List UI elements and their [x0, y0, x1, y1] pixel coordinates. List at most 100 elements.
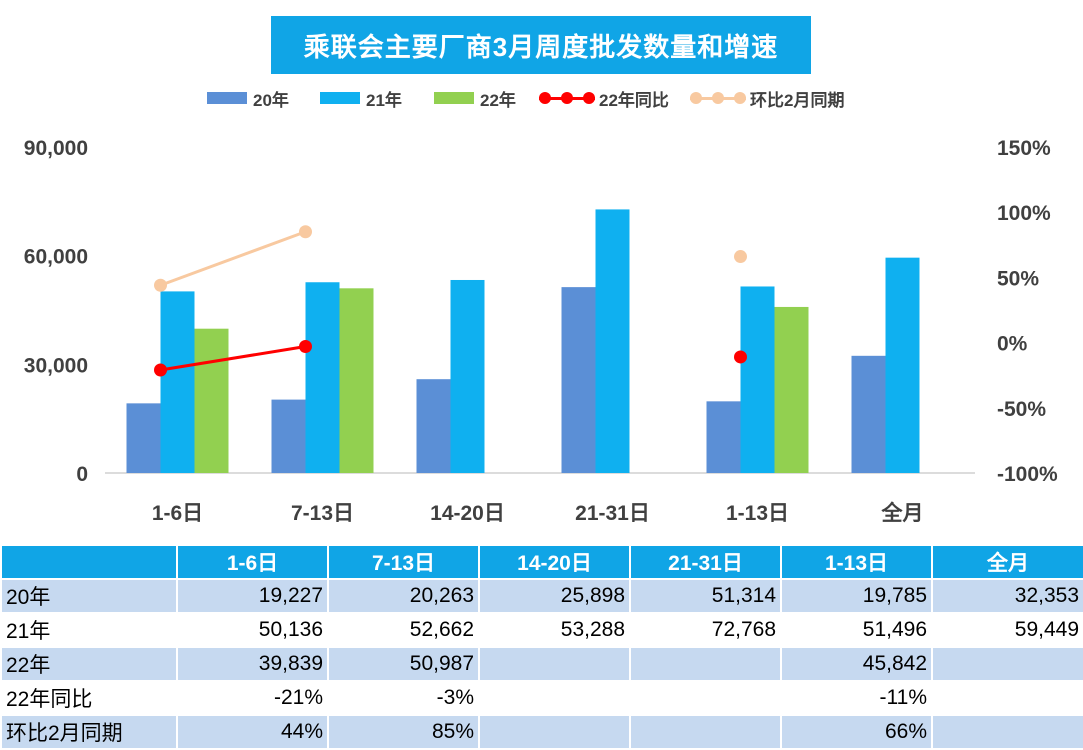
bar-21年: [885, 257, 920, 473]
bar-22年: [774, 306, 809, 473]
table-cell: [478, 646, 631, 682]
table-cell: 72,768: [629, 612, 782, 648]
y-left-tick-label: 60,000: [24, 246, 88, 269]
table-row: 环比2月同期 44% 85% 66%: [0, 714, 1083, 750]
y-right-tick-label: 150%: [997, 137, 1051, 160]
y-left-tick-label: 30,000: [24, 354, 88, 377]
table-header-cell: 全月: [931, 544, 1083, 580]
bar-21年: [595, 209, 630, 473]
y-right-tick-label: 100%: [997, 202, 1051, 225]
table-cell: 25,898: [478, 578, 631, 614]
table-row: 20年 19,227 20,263 25,898 51,314 19,785 3…: [0, 578, 1083, 614]
table-row: 21年 50,136 52,662 53,288 72,768 51,496 5…: [0, 612, 1083, 648]
chart-title: 乘联会主要厂商3月周度批发数量和增速: [271, 16, 811, 74]
bar-22年: [194, 328, 229, 473]
table-cell: -3%: [327, 680, 480, 716]
table-cell: 66%: [780, 714, 933, 750]
table-row-label: 22年: [0, 646, 178, 682]
bar-21年: [450, 279, 485, 473]
table-cell: [931, 714, 1083, 750]
legend-swatch-20: [207, 92, 247, 104]
point-22年同比: [299, 340, 312, 354]
table-header-row: 1-6日 7-13日 14-20日 21-31日 1-13日 全月: [0, 544, 1083, 580]
table-cell: 39,839: [176, 646, 329, 682]
table-cell: 32,353: [931, 578, 1083, 614]
table-cell: 44%: [176, 714, 329, 750]
y-right-tick-label: 0%: [997, 333, 1028, 356]
table-header-cell: 7-13日: [327, 544, 480, 580]
legend-label-21: 21年: [366, 90, 402, 110]
legend-line-mom: [690, 90, 746, 106]
bar-21年: [305, 282, 340, 473]
x-tick-label: 1-13日: [726, 502, 789, 525]
legend-label-20: 20年: [253, 90, 289, 110]
series-line-环比2月同期: [159, 230, 307, 287]
legend: 20年 21年 22年 22年同比 环比2月: [0, 86, 1083, 110]
bar-20年: [851, 355, 886, 473]
y-right-tick-label: 50%: [997, 267, 1039, 290]
bar-22年: [339, 288, 374, 473]
table-cell: [629, 646, 782, 682]
table-header-cell: 14-20日: [478, 544, 631, 580]
y-left-tick-label: 0: [76, 463, 88, 486]
legend-swatch-21: [320, 92, 360, 104]
x-tick-label: 7-13日: [291, 502, 354, 525]
table-row-label: 22年同比: [0, 680, 178, 716]
point-22年同比: [734, 350, 747, 364]
table-cell: [478, 680, 631, 716]
legend-line-22-yoy: [539, 90, 595, 106]
table-header-cell: [0, 544, 178, 580]
bar-20年: [416, 379, 451, 473]
table-row: 22年 39,839 50,987 45,842: [0, 646, 1083, 682]
table-cell: 50,136: [176, 612, 329, 648]
x-tick-label: 21-31日: [575, 502, 650, 525]
x-tick-label: 14-20日: [430, 502, 505, 525]
legend-label-22: 22年: [480, 90, 516, 110]
table-cell: [931, 680, 1083, 716]
table-cell: 51,496: [780, 612, 933, 648]
point-22年同比: [154, 363, 167, 377]
table-cell: 20,263: [327, 578, 480, 614]
table-cell: [931, 646, 1083, 682]
table-cell: [478, 714, 631, 750]
legend-item-20: 20年: [207, 86, 289, 110]
bar-21年: [160, 291, 195, 473]
table-cell: 50,987: [327, 646, 480, 682]
y-right-tick-label: -50%: [997, 398, 1046, 421]
table-cell: 45,842: [780, 646, 933, 682]
chart-plot: 0 30,000 60,000 90,000 -100% -50% 0% 50% 100% 150…: [24, 137, 1058, 525]
table-cell: 19,227: [176, 578, 329, 614]
table-cell: 52,662: [327, 612, 480, 648]
table-header-cell: 1-6日: [176, 544, 329, 580]
table-cell: 53,288: [478, 612, 631, 648]
table-cell: 85%: [327, 714, 480, 750]
table-cell: [629, 680, 782, 716]
table-cell: 59,449: [931, 612, 1083, 648]
table-header-cell: 1-13日: [780, 544, 933, 580]
table-cell: 51,314: [629, 578, 782, 614]
bar-20年: [706, 401, 741, 473]
table-cell: -21%: [176, 680, 329, 716]
table-row-label: 环比2月同期: [0, 714, 178, 750]
legend-label-mom: 环比2月同期: [750, 90, 845, 110]
series-line-22年同比: [160, 345, 306, 372]
legend-item-21: 21年: [320, 86, 402, 110]
legend-label-22-yoy: 22年同比: [599, 90, 669, 110]
bar-20年: [561, 287, 596, 473]
bar-20年: [271, 399, 306, 473]
table-row-label: 21年: [0, 612, 178, 648]
x-tick-label: 1-6日: [152, 502, 203, 525]
legend-item-22: 22年: [434, 86, 516, 110]
bar-20年: [126, 403, 161, 473]
table-row-label: 20年: [0, 578, 178, 614]
point-环比2月同期: [734, 250, 747, 264]
table-cell: [629, 714, 782, 750]
data-table: 1-6日 7-13日 14-20日 21-31日 1-13日 全月 20年 19…: [0, 544, 1083, 750]
chart-area: 乘联会主要厂商3月周度批发数量和增速 20年 21年 22年 22年同比: [0, 16, 1083, 525]
table-cell: 19,785: [780, 578, 933, 614]
table-row: 22年同比 -21% -3% -11%: [0, 680, 1083, 716]
legend-swatch-22: [434, 92, 474, 104]
point-环比2月同期: [154, 278, 167, 292]
legend-item-mom: 环比2月同期: [690, 86, 844, 110]
bar-21年: [740, 286, 775, 473]
